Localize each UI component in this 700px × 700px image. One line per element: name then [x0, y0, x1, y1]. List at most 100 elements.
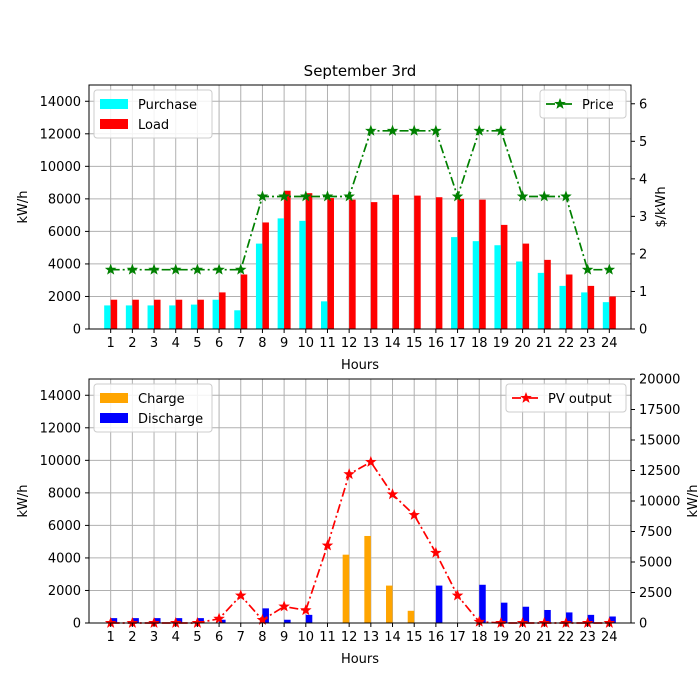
bottom-x-tick-label: 17: [449, 630, 466, 645]
top-bar-load: [110, 299, 118, 329]
top-x-tick-label: 10: [298, 336, 315, 351]
bottom-bar-discharge: [262, 608, 269, 623]
top-y-tick-label: 14000: [40, 95, 81, 110]
bottom-y2-tick-label: 7500: [639, 525, 672, 540]
top-bar-load: [370, 202, 378, 329]
top-point-price: [495, 124, 507, 136]
bottom-y-tick-label: 14000: [40, 389, 81, 404]
top-bar-purchase: [212, 299, 220, 329]
top-bar-load: [154, 299, 161, 329]
top-plot-frame: [88, 84, 632, 330]
top-y-tick-label: 12000: [40, 127, 81, 142]
bottom-bar-discharge: [197, 618, 204, 623]
bottom-bar-discharge: [500, 602, 508, 623]
top-bar-load: [522, 243, 530, 329]
bottom-bar-discharge: [544, 609, 551, 623]
top-bar-purchase: [169, 305, 176, 329]
bottom-bar-discharge: [479, 584, 486, 623]
top-bar-load: [132, 299, 139, 329]
top-bar-purchase: [537, 272, 545, 329]
bottom-x-tick-label: 23: [579, 630, 596, 645]
top-bar-purchase: [602, 302, 610, 329]
bottom-bar-charge: [407, 610, 415, 623]
bottom-point-pv-output: [234, 589, 247, 601]
bottom-legend-label: PV output: [548, 392, 612, 407]
bottom-y-tick-label: 6000: [48, 519, 81, 534]
top-bar-load: [197, 299, 204, 329]
top-chart-panel: 1 2 3 4 5 6 7 8 9 10 11 12 13 14 15 16 17 18 19 20 21 22 23 240…: [16, 62, 669, 373]
bottom-bar-discharge: [154, 618, 161, 623]
top-x-tick-label: 22: [558, 336, 575, 351]
top-y-tick-label: 0: [73, 323, 81, 338]
top-y-tick-label: 8000: [48, 192, 81, 207]
bottom-y2-tick-label: 0: [639, 617, 647, 632]
top-chart-title: September 3rd: [304, 62, 417, 80]
top-bar-load: [349, 199, 356, 329]
top-x-tick-label: 15: [406, 336, 423, 351]
top-legend-left: Purchase Load: [93, 89, 213, 139]
top-bar-load: [327, 198, 334, 329]
top-point-price: [516, 190, 529, 202]
top-point-price: [169, 263, 182, 275]
bottom-point-pv-output: [408, 508, 420, 520]
bottom-x-tick-label: 20: [514, 630, 531, 645]
bottom-y2-tick-label: 2500: [639, 586, 672, 601]
top-point-price: [256, 190, 269, 202]
top-x-tick-label: 17: [449, 336, 466, 351]
top-y-tick-label: 6000: [48, 225, 81, 240]
bottom-y2-tick-label: 15000: [639, 434, 680, 449]
bottom-x-tick-label: 6: [215, 630, 223, 645]
bottom-y-tick-label: 2000: [48, 584, 81, 599]
bottom-legend-label: Charge: [138, 392, 185, 407]
bottom-x-tick-label: 24: [601, 630, 618, 645]
top-y2-tick-label: 2: [639, 247, 647, 262]
top-x-tick-label: 3: [150, 336, 158, 351]
top-x-tick-label: 1: [107, 336, 115, 351]
bottom-x-tick-label: 8: [258, 630, 266, 645]
top-x-tick-label: 13: [363, 336, 380, 351]
top-legend-right: Price: [539, 89, 627, 119]
top-bar-load: [457, 198, 465, 329]
bottom-bar-discharge: [110, 618, 118, 623]
top-point-price: [213, 263, 225, 275]
top-x-tick-label: 4: [172, 336, 180, 351]
top-bar-load: [392, 194, 400, 329]
bottom-x-tick-label: 14: [384, 630, 401, 645]
top-point-price: [451, 190, 464, 202]
bottom-y-tick-label: 10000: [40, 454, 81, 469]
bottom-x-axis-label: Hours: [341, 652, 379, 667]
bottom-y2-tick-label: 17500: [639, 403, 680, 418]
top-x-tick-label: 23: [579, 336, 596, 351]
bottom-y-tick-label: 4000: [48, 551, 81, 566]
top-legend-label: Purchase: [138, 98, 197, 113]
bottom-chart-panel: 1 2 3 4 5 6 7 8 9 10 11 12 13 14 15 16 17 18 19 20 21 22 23 240…: [16, 373, 700, 668]
bottom-x-tick-label: 13: [363, 630, 380, 645]
top-point-price: [581, 263, 594, 275]
top-x-tick-label: 20: [514, 336, 531, 351]
bottom-point-pv-output: [430, 546, 442, 558]
bottom-x-tick-label: 11: [319, 630, 336, 645]
bottom-legend-left: Charge Discharge: [93, 383, 213, 433]
top-x-tick-label: 6: [215, 336, 223, 351]
top-x-tick-label: 18: [471, 336, 488, 351]
top-line-price: [110, 129, 610, 271]
bottom-x-tick-label: 10: [298, 630, 315, 645]
top-legend-swatch: [100, 119, 128, 129]
top-x-tick-label: 24: [601, 336, 618, 351]
top-point-price: [365, 124, 377, 136]
top-bar-purchase: [234, 310, 241, 329]
top-bar-purchase: [581, 292, 588, 329]
top-point-price: [430, 124, 442, 136]
bottom-x-tick-label: 21: [536, 630, 553, 645]
top-x-tick-label: 12: [341, 336, 358, 351]
top-point-price: [321, 190, 334, 202]
top-point-price: [278, 190, 290, 202]
top-bar-purchase: [451, 237, 458, 329]
bottom-bar-discharge: [522, 606, 530, 623]
top-y2-tick-label: 3: [639, 210, 647, 225]
bottom-bar-discharge: [284, 619, 291, 623]
bottom-legend-swatch: [100, 413, 128, 423]
top-point-price: [104, 263, 117, 275]
top-bar-load: [284, 190, 291, 329]
